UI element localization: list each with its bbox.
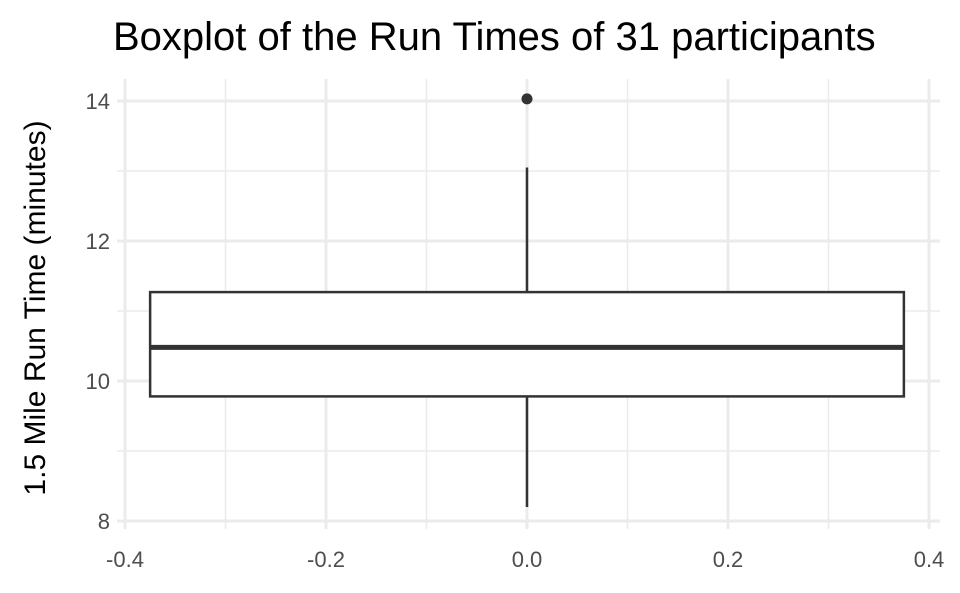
x-tick-label: 0.4: [914, 547, 945, 572]
y-tick-label: 8: [98, 509, 110, 534]
x-tick-label: -0.4: [106, 547, 144, 572]
outlier-point: [521, 93, 533, 105]
iqr-box: [148, 290, 906, 398]
box-layer: [148, 93, 906, 507]
x-tick-label: 0.2: [713, 547, 744, 572]
x-tick-label: 0.0: [512, 547, 543, 572]
y-tick-label: 14: [86, 89, 110, 114]
y-axis-title: 1.5 Mile Run Time (minutes): [19, 120, 52, 495]
y-tick-label: 10: [86, 369, 110, 394]
x-tick-label: -0.2: [307, 547, 345, 572]
chart-title: Boxplot of the Run Times of 31 participa…: [113, 15, 876, 59]
y-tick-label: 12: [86, 229, 110, 254]
ticks-layer: -0.4 -0.2 0.0 0.2 0.4 8 10 12 14: [86, 89, 945, 572]
